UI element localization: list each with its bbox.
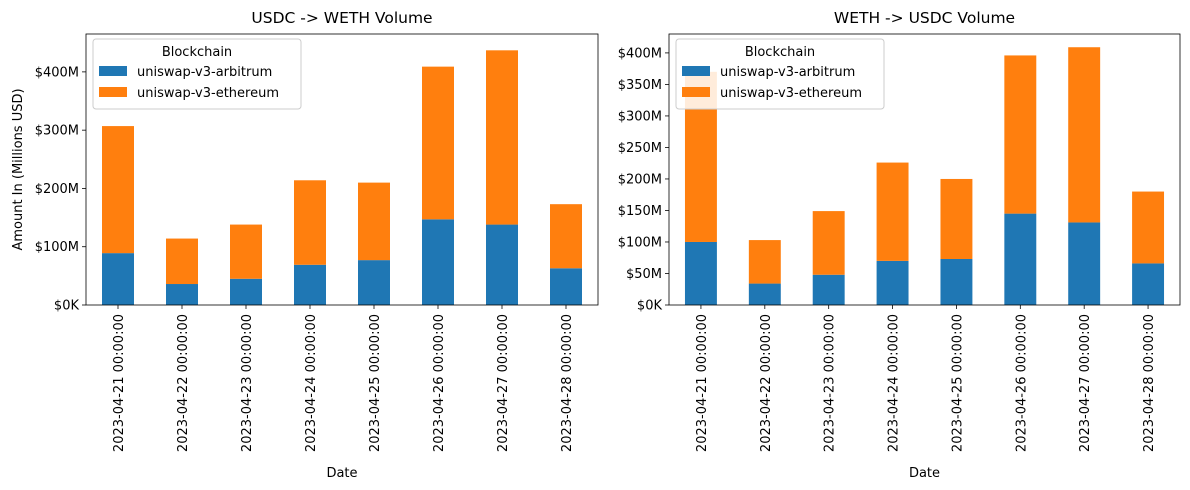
bar-uniswap-v3-arbitrum-0	[102, 253, 134, 305]
x-tick-label: 2023-04-24 00:00:00	[887, 314, 902, 452]
x-tick-label: 2023-04-22 00:00:00	[176, 314, 191, 452]
bar-uniswap-v3-arbitrum-6	[486, 224, 518, 305]
bar-uniswap-v3-arbitrum-2	[812, 274, 845, 305]
x-tick-label: 2023-04-27 00:00:00	[496, 314, 511, 452]
bar-uniswap-v3-arbitrum-3	[876, 260, 909, 305]
legend-box	[675, 38, 885, 110]
legend-swatch-uniswap-v3-arbitrum	[99, 66, 127, 76]
legend-swatch-uniswap-v3-ethereum	[99, 87, 127, 97]
y-tick-label: $200M	[35, 182, 79, 197]
bar-uniswap-v3-ethereum-3	[294, 180, 326, 265]
y-tick-label: $200M	[618, 172, 662, 187]
legend-label-uniswap-v3-ethereum: uniswap-v3-ethereum	[720, 86, 862, 101]
x-tick-label: 2023-04-25 00:00:00	[950, 314, 965, 452]
bar-uniswap-v3-arbitrum-0	[684, 241, 717, 305]
y-tick-label: $300M	[618, 109, 662, 124]
chart-title: USDC -> WETH Volume	[251, 9, 432, 27]
legend-title: Blockchain	[745, 45, 815, 60]
bar-uniswap-v3-arbitrum-4	[358, 260, 390, 305]
chart-title: WETH -> USDC Volume	[834, 9, 1015, 27]
bar-uniswap-v3-ethereum-5	[1004, 55, 1037, 214]
bar-uniswap-v3-ethereum-0	[102, 126, 134, 254]
bar-uniswap-v3-arbitrum-3	[294, 264, 326, 305]
legend-label-uniswap-v3-arbitrum: uniswap-v3-arbitrum	[137, 65, 272, 80]
bar-uniswap-v3-arbitrum-2	[230, 278, 262, 305]
y-tick-label: $400M	[618, 46, 662, 61]
bar-uniswap-v3-ethereum-4	[358, 182, 390, 261]
x-axis-label: Date	[909, 466, 940, 481]
x-tick-label: 2023-04-25 00:00:00	[368, 314, 383, 452]
bar-uniswap-v3-arbitrum-6	[1068, 222, 1101, 305]
x-tick-label: 2023-04-22 00:00:00	[759, 314, 774, 452]
chart-usdc-weth: $0K $100M $200M $300M $400M 2023-04-21 00:00:…	[11, 9, 599, 481]
bar-uniswap-v3-ethereum-7	[550, 204, 582, 269]
legend-box	[92, 38, 302, 110]
plot-frame	[668, 33, 1181, 306]
bar-uniswap-v3-ethereum-7	[1132, 191, 1165, 264]
x-tick-label: 2023-04-26 00:00:00	[432, 314, 447, 452]
bar-uniswap-v3-ethereum-2	[230, 224, 262, 279]
bar-uniswap-v3-ethereum-4	[940, 178, 973, 259]
bar-uniswap-v3-arbitrum-7	[1132, 263, 1165, 305]
y-tick-label: $150M	[618, 204, 662, 219]
bar-uniswap-v3-arbitrum-1	[748, 283, 781, 305]
x-tick-label: 2023-04-23 00:00:00	[240, 314, 255, 452]
x-tick-label: 2023-04-24 00:00:00	[304, 314, 319, 452]
y-tick-label: $50M	[626, 267, 662, 282]
bar-uniswap-v3-ethereum-6	[1068, 47, 1101, 223]
bar-uniswap-v3-ethereum-6	[486, 50, 518, 225]
bar-uniswap-v3-arbitrum-4	[940, 258, 973, 305]
x-axis-label: Date	[326, 466, 357, 481]
plot-frame	[85, 33, 599, 306]
x-tick-label: 2023-04-28 00:00:00	[1142, 314, 1157, 452]
bar-uniswap-v3-ethereum-5	[422, 66, 454, 220]
bar-uniswap-v3-arbitrum-5	[1004, 213, 1037, 305]
y-tick-label: $300M	[35, 124, 79, 139]
bar-uniswap-v3-arbitrum-7	[550, 268, 582, 305]
y-tick-label: $0K	[54, 299, 80, 314]
legend-label-uniswap-v3-ethereum: uniswap-v3-ethereum	[137, 86, 279, 101]
bar-uniswap-v3-arbitrum-1	[166, 284, 198, 305]
bar-uniswap-v3-arbitrum-5	[422, 219, 454, 305]
y-tick-label: $250M	[618, 141, 662, 156]
y-tick-label: $400M	[35, 65, 79, 80]
x-tick-label: 2023-04-21 00:00:00	[695, 314, 710, 452]
legend-swatch-uniswap-v3-ethereum	[682, 87, 710, 97]
x-tick-label: 2023-04-28 00:00:00	[560, 314, 575, 452]
x-tick-label: 2023-04-23 00:00:00	[823, 314, 838, 452]
bar-uniswap-v3-ethereum-2	[812, 211, 845, 275]
bar-uniswap-v3-ethereum-1	[166, 238, 198, 285]
legend: Blockchain uniswap-v3-arbitrum uniswap-v3-…	[675, 38, 885, 110]
bar-uniswap-v3-ethereum-3	[876, 162, 909, 261]
y-tick-label: $0K	[637, 299, 663, 314]
legend-swatch-uniswap-v3-arbitrum	[682, 66, 710, 76]
legend-title: Blockchain	[162, 45, 232, 60]
x-tick-label: 2023-04-26 00:00:00	[1014, 314, 1029, 452]
legend-label-uniswap-v3-arbitrum: uniswap-v3-arbitrum	[720, 65, 855, 80]
y-tick-label: $350M	[618, 78, 662, 93]
y-axis-label: Amount In (Millions USD)	[11, 88, 26, 250]
x-tick-label: 2023-04-27 00:00:00	[1078, 314, 1093, 452]
x-tick-label: 2023-04-21 00:00:00	[112, 314, 127, 452]
y-tick-label: $100M	[35, 240, 79, 255]
chart-weth-usdc: $0K $50M $100M $150M $200M $250M $300M $350M $40…	[618, 9, 1181, 481]
legend: Blockchain uniswap-v3-arbitrum uniswap-v3-…	[92, 38, 302, 110]
y-tick-label: $100M	[618, 235, 662, 250]
bar-uniswap-v3-ethereum-1	[748, 240, 781, 284]
